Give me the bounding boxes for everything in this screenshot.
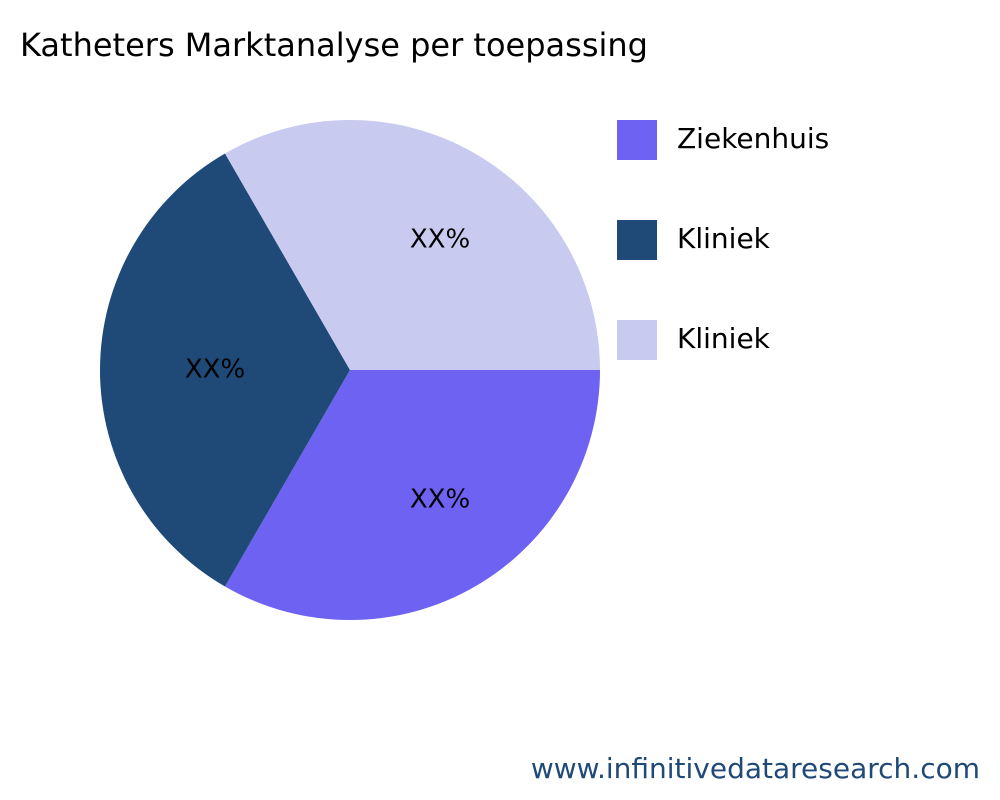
slice-label: XX% bbox=[410, 225, 470, 255]
legend-label: Kliniek bbox=[677, 222, 771, 255]
legend-label: Ziekenhuis bbox=[677, 122, 829, 155]
footer: www.infinitivedataresearch.com bbox=[531, 752, 980, 785]
slice-label: XX% bbox=[185, 355, 245, 385]
legend-swatch bbox=[617, 220, 657, 260]
legend-swatch bbox=[617, 120, 657, 160]
legend-swatch bbox=[617, 320, 657, 360]
slice-label: XX% bbox=[410, 484, 470, 514]
legend-label: Kliniek bbox=[677, 322, 771, 355]
chart-title: Katheters Marktanalyse per toepassing bbox=[20, 26, 648, 64]
pie-slice bbox=[225, 370, 600, 620]
pie-slice bbox=[225, 119, 600, 370]
